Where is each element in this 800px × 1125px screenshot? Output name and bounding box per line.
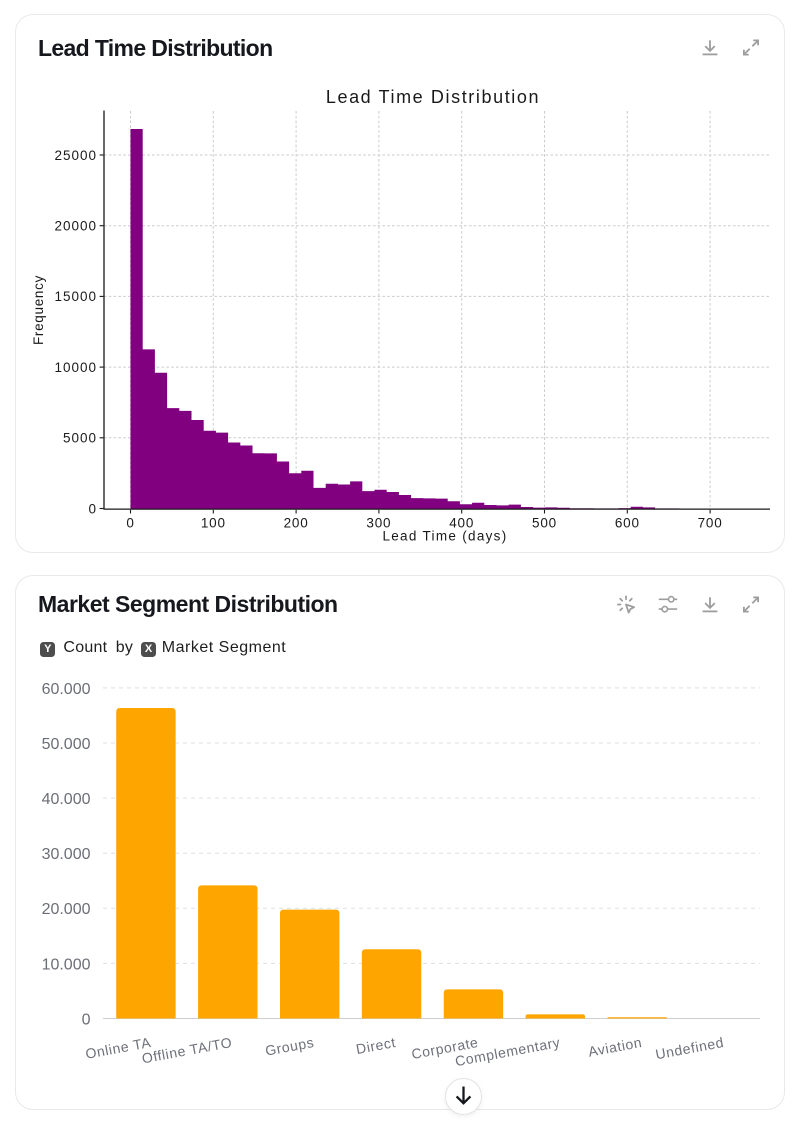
- svg-text:400: 400: [449, 516, 474, 531]
- svg-text:20.000: 20.000: [42, 901, 91, 918]
- svg-text:0: 0: [88, 501, 97, 516]
- svg-text:0: 0: [126, 516, 134, 531]
- svg-text:30.000: 30.000: [42, 846, 91, 863]
- svg-text:10.000: 10.000: [42, 956, 91, 973]
- svg-text:5000: 5000: [63, 431, 97, 446]
- svg-text:0: 0: [82, 1011, 91, 1028]
- svg-text:100: 100: [201, 516, 226, 531]
- svg-text:600: 600: [615, 516, 640, 531]
- svg-text:Lead Time Distribution: Lead Time Distribution: [326, 87, 540, 107]
- svg-text:40.000: 40.000: [42, 791, 91, 808]
- svg-text:700: 700: [698, 516, 723, 531]
- svg-text:300: 300: [366, 516, 391, 531]
- svg-text:50.000: 50.000: [42, 736, 91, 753]
- svg-text:25000: 25000: [54, 148, 97, 163]
- svg-text:200: 200: [284, 516, 309, 531]
- svg-text:500: 500: [532, 516, 557, 531]
- svg-text:60.000: 60.000: [42, 681, 91, 698]
- svg-text:10000: 10000: [54, 360, 97, 375]
- svg-text:20000: 20000: [54, 219, 97, 234]
- svg-text:Lead Time (days): Lead Time (days): [382, 529, 507, 544]
- svg-text:Frequency: Frequency: [31, 275, 46, 345]
- svg-text:15000: 15000: [54, 289, 97, 304]
